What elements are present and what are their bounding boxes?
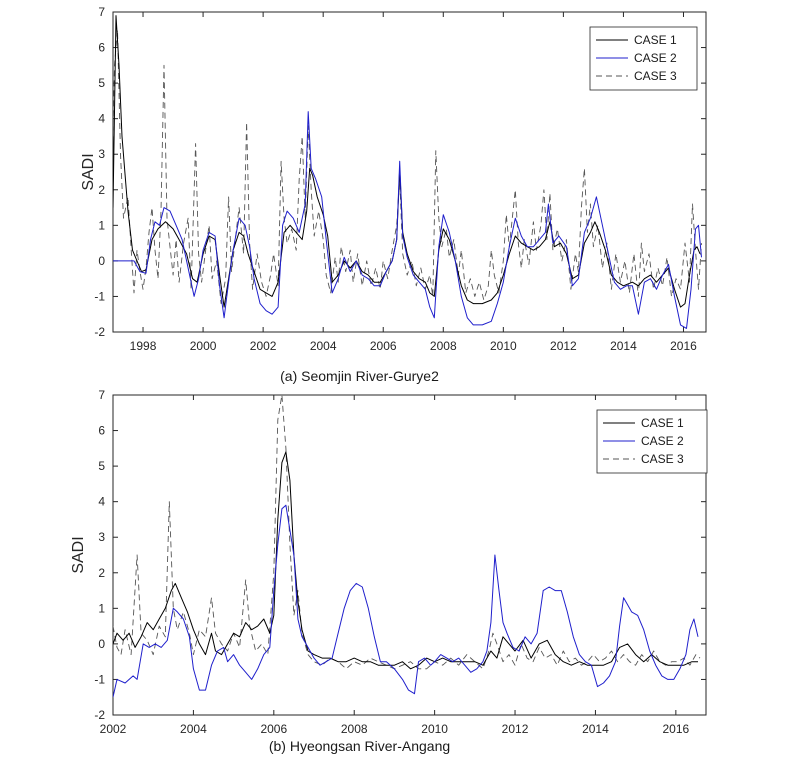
y-tick-label: 7	[98, 388, 105, 402]
y-tick-label: 0	[98, 637, 105, 651]
x-tick-label: 2004	[310, 339, 337, 353]
y-tick-label: 3	[98, 147, 105, 161]
x-tick-label: 1998	[130, 339, 157, 353]
y-tick-label: 4	[98, 495, 105, 509]
legend-label: CASE 1	[634, 33, 677, 47]
series-line-case-3	[113, 29, 702, 305]
x-tick-label: 2012	[550, 339, 577, 353]
y-tick-label: 7	[98, 5, 105, 19]
y-tick-label: 2	[98, 566, 105, 580]
x-tick-label: 2004	[180, 722, 207, 736]
y-axis-label: SADI	[80, 153, 97, 190]
y-tick-label: 2	[98, 183, 105, 197]
series-line-case-1	[113, 451, 698, 670]
panel-caption: (a) Seomjin River-Gurye2	[280, 368, 439, 384]
x-tick-label: 2016	[662, 722, 689, 736]
y-tick-label: -2	[94, 708, 105, 722]
x-tick-label: 2008	[341, 722, 368, 736]
panel-a-seomjin-gurye2: -2 -1 0 1 2 3 4 5 6 7 1998 2000 2002 2004 2006 2008 2010…	[80, 5, 707, 384]
x-tick-label: 2002	[100, 722, 127, 736]
legend-label: CASE 3	[634, 69, 677, 83]
legend-label: CASE 3	[641, 452, 684, 466]
x-tick-label: 2014	[610, 339, 637, 353]
y-tick-label: 5	[98, 76, 105, 90]
y-tick-label: 1	[98, 218, 105, 232]
y-tick-label: -1	[94, 672, 105, 686]
panel-b-hyeongsan-angang: -2 -1 0 1 2 3 4 5 6 7 2002 2004 2006 2008 2010 2012 2014…	[70, 388, 708, 754]
x-tick-label: 2016	[670, 339, 697, 353]
y-tick-label: -1	[94, 289, 105, 303]
x-tick-label: 2012	[502, 722, 529, 736]
legend: CASE 1 CASE 2 CASE 3	[596, 409, 708, 474]
series-line-case-2	[113, 504, 699, 698]
y-tick-label: 6	[98, 424, 105, 438]
x-tick-label: 2008	[430, 339, 457, 353]
y-tick-label: 6	[98, 41, 105, 55]
x-tick-label: 2010	[421, 722, 448, 736]
legend-label: CASE 1	[641, 416, 684, 430]
panel-caption: (b) Hyeongsan River-Angang	[269, 738, 450, 754]
y-tick-label: 3	[98, 530, 105, 544]
x-tick-label: 2014	[582, 722, 609, 736]
y-tick-label: 0	[98, 254, 105, 268]
series-line-case-3	[113, 395, 701, 670]
y-tick-label: 4	[98, 112, 105, 126]
legend: CASE 1 CASE 2 CASE 3	[589, 26, 698, 91]
y-tick-label: 5	[98, 459, 105, 473]
x-tick-label: 2010	[490, 339, 517, 353]
x-tick-label: 2000	[190, 339, 217, 353]
x-tick-label: 2006	[370, 339, 397, 353]
x-tick-label: 2002	[250, 339, 277, 353]
series-line-case-2	[113, 111, 702, 329]
legend-label: CASE 2	[634, 51, 677, 65]
y-tick-label: 1	[98, 601, 105, 615]
legend-label: CASE 2	[641, 434, 684, 448]
y-axis-label: SADI	[70, 536, 87, 573]
x-tick-label: 2006	[260, 722, 287, 736]
y-tick-label: -2	[94, 325, 105, 339]
